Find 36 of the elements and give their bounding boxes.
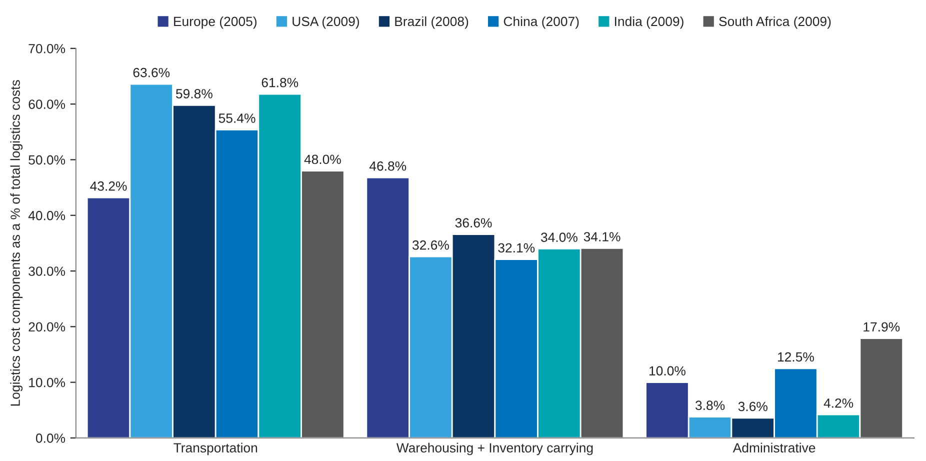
y-tick-label: 30.0% (28, 266, 66, 276)
data-label: 61.8% (262, 78, 298, 88)
data-label: 17.9% (864, 322, 900, 332)
x-tick-label: Administrative (732, 442, 816, 453)
data-label: 43.2% (90, 181, 127, 191)
y-tick-label: 70.0% (28, 44, 66, 54)
x-tick-label: Transportation (174, 442, 258, 456)
legend-label: Europe (2005) (174, 16, 256, 29)
data-label: 32.6% (412, 240, 449, 250)
data-label: 59.8% (176, 89, 212, 98)
legend-label: South Africa (2009) (719, 16, 831, 29)
data-label: 34.0% (540, 232, 578, 242)
legend-label: USA (2009) (292, 16, 359, 29)
data-label: 3.8% (696, 400, 725, 410)
data-label: 32.1% (498, 243, 535, 253)
data-label: 36.6% (455, 218, 492, 228)
legend-label: China (2007) (504, 16, 579, 29)
data-label: 48.0% (304, 154, 341, 164)
y-tick-label: 50.0% (28, 155, 66, 165)
y-tick-label: 0.0% (36, 434, 66, 443)
x-tick-label: Warehousing + Inventory carrying (396, 442, 593, 456)
y-tick-label: 40.0% (28, 210, 66, 220)
data-label: 46.8% (369, 161, 406, 171)
data-label: 3.6% (738, 402, 768, 412)
data-label: 34.1% (584, 232, 620, 242)
y-tick-label: 60.0% (28, 100, 66, 109)
y-axis-title: Logistics cost components as a % of total logistics costs (10, 80, 23, 406)
y-tick-label: 20.0% (28, 322, 66, 332)
data-label: 63.6% (133, 68, 170, 78)
legend-label: Brazil (2008) (395, 16, 468, 29)
data-label: 4.2% (824, 398, 854, 408)
data-label: 10.0% (650, 366, 686, 376)
y-tick-label: 10.0% (29, 378, 66, 388)
legend-label: India (2009) (615, 16, 684, 29)
data-label: 55.4% (218, 114, 256, 123)
data-label: 12.5% (778, 352, 814, 362)
